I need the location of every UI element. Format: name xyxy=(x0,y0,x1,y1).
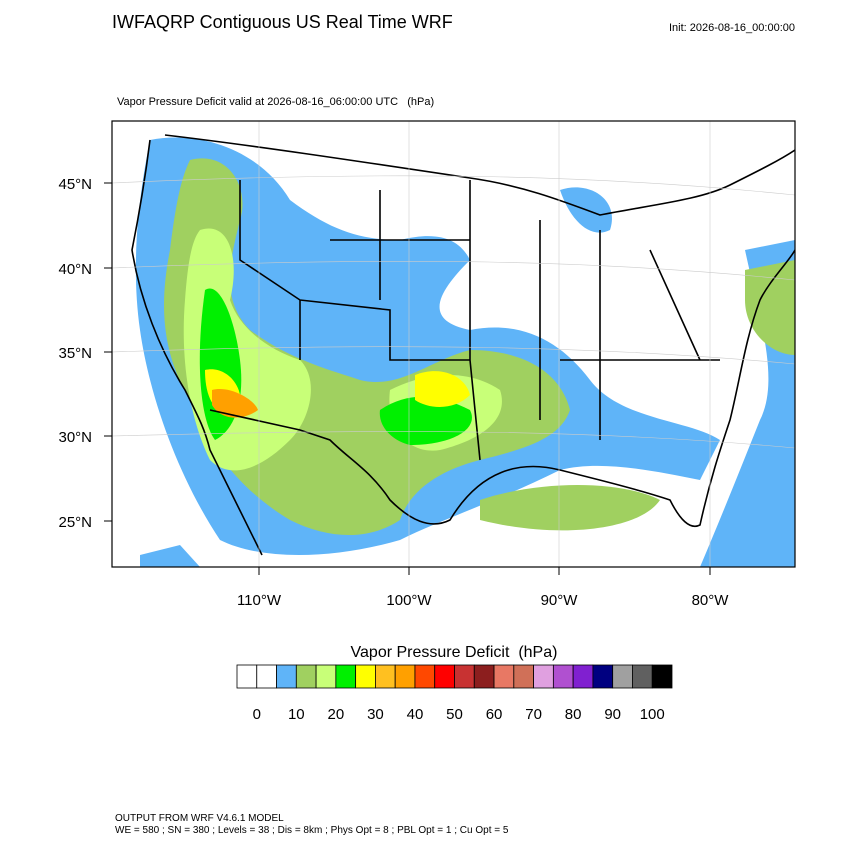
colorbar-box xyxy=(632,664,653,689)
colorbar-box xyxy=(454,664,475,689)
colorbar-tick-label: 90 xyxy=(604,706,621,723)
lon-label: 90°W xyxy=(541,592,579,609)
lon-label: 80°W xyxy=(692,592,730,609)
colorbar-tick-label: 60 xyxy=(486,706,503,723)
colorbar-box xyxy=(513,664,534,689)
map-frame xyxy=(111,120,796,568)
lat-labels: 45°N 40°N 35°N 30°N 25°N xyxy=(58,176,112,531)
footer-line: OUTPUT FROM WRF V4.6.1 MODEL xyxy=(115,813,284,824)
title: IWFAQRP Contiguous US Real Time WRF xyxy=(112,12,453,32)
vpd-shading-40 xyxy=(212,389,258,418)
colorbar-box xyxy=(315,664,337,689)
lat-label: 40°N xyxy=(58,261,92,278)
map: 45°N 40°N 35°N 30°N 25°N 110°W 100°W 90°W 80°W xyxy=(58,120,796,609)
colorbar-box xyxy=(355,664,376,689)
colorbar-tick-label: 30 xyxy=(367,706,384,723)
colorbar-box xyxy=(414,664,436,689)
lat-label: 30°N xyxy=(58,429,92,446)
colorbar-tick-label: 20 xyxy=(328,706,345,723)
colorbar-box xyxy=(533,664,554,689)
colorbar-box xyxy=(612,664,633,689)
colorbar-tick-label: 0 xyxy=(253,706,261,723)
colorbar-box xyxy=(394,664,416,689)
colorbar-box xyxy=(256,664,277,689)
lat-label: 45°N xyxy=(58,176,92,193)
lat-label: 25°N xyxy=(58,514,92,531)
footer-line: WE = 580 ; SN = 380 ; Levels = 38 ; Dis … xyxy=(115,825,509,836)
colorbar-tick-label: 100 xyxy=(640,706,665,723)
colorbar-tick-label: 80 xyxy=(565,706,582,723)
colorbar-box xyxy=(473,664,495,689)
colorbar-tick-label: 40 xyxy=(407,706,424,723)
colorbar-title: Vapor Pressure Deficit (hPa) xyxy=(351,644,558,661)
colorbar-box xyxy=(572,664,594,689)
colorbar-tick-label: 70 xyxy=(525,706,542,723)
colorbar: 0 10 20 30 40 50 60 70 80 90 100 xyxy=(236,664,673,723)
init-time: Init: 2026-08-16_00:00:00 xyxy=(669,22,795,34)
colorbar-box xyxy=(236,664,258,689)
colorbar-box xyxy=(335,664,357,689)
colorbar-tick-label: 10 xyxy=(288,706,305,723)
graticule xyxy=(112,121,795,567)
map-body xyxy=(112,121,795,567)
lon-label: 100°W xyxy=(386,592,432,609)
subtitle: Vapor Pressure Deficit valid at 2026-08-… xyxy=(117,96,434,108)
colorbar-box xyxy=(276,664,297,689)
colorbar-box xyxy=(493,664,515,689)
colorbar-box xyxy=(375,664,396,689)
colorbar-box xyxy=(651,664,673,689)
lat-label: 35°N xyxy=(58,345,92,362)
lon-label: 110°W xyxy=(237,592,282,609)
lon-labels: 110°W 100°W 90°W 80°W xyxy=(237,567,729,609)
boundaries xyxy=(131,134,795,556)
colorbar-box xyxy=(552,664,574,689)
colorbar-box xyxy=(295,664,317,689)
colorbar-box xyxy=(592,664,614,689)
colorbar-tick-label: 50 xyxy=(446,706,463,723)
colorbar-box xyxy=(434,664,455,689)
